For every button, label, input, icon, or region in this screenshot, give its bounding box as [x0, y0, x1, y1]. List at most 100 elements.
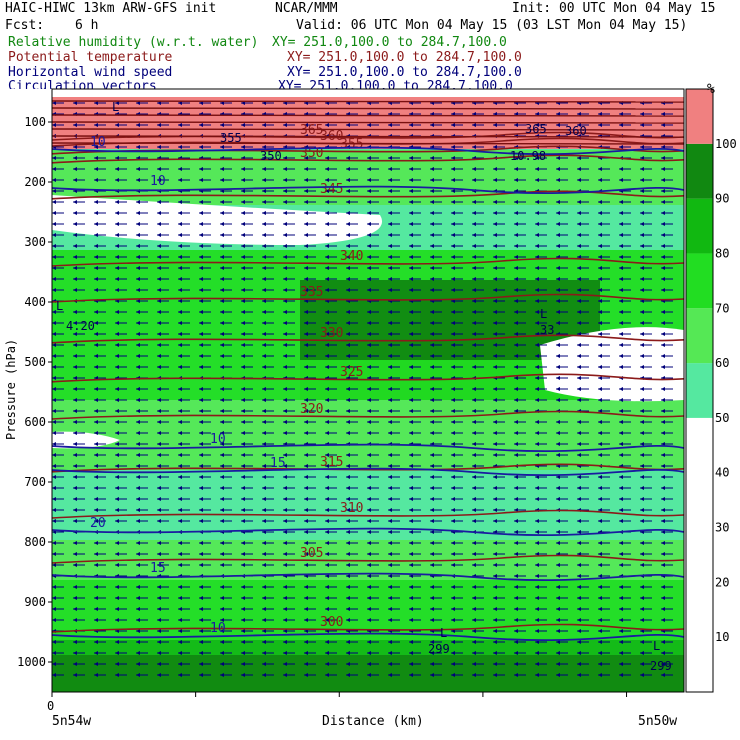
vector-arrow — [388, 497, 400, 501]
vector-arrow — [535, 475, 547, 479]
vector-arrow — [619, 255, 631, 259]
vector-arrow — [640, 508, 652, 512]
vector-arrow — [325, 618, 337, 622]
vector-arrow — [325, 189, 337, 193]
vector-head — [472, 552, 476, 556]
vector-arrow — [514, 365, 526, 369]
vector-arrow — [661, 409, 673, 413]
theta-dense-line — [51, 121, 685, 124]
vector-arrow — [220, 343, 232, 347]
wind-contour: 20 — [51, 516, 685, 536]
vector-arrow — [178, 244, 190, 248]
humidity-field — [52, 89, 684, 692]
vector-head — [430, 310, 434, 314]
vector-head — [514, 178, 518, 182]
vector-arrow — [304, 321, 316, 325]
vector-head — [325, 365, 329, 369]
vector-head — [451, 365, 455, 369]
vector-arrow — [535, 431, 547, 435]
vector-head — [472, 244, 476, 248]
vector-arrow — [493, 387, 505, 391]
vector-arrow — [220, 266, 232, 270]
vector-arrow — [493, 475, 505, 479]
vector-arrow — [367, 354, 379, 358]
vector-arrow — [556, 475, 568, 479]
vector-head — [640, 563, 644, 567]
vector-head — [577, 552, 581, 556]
vector-head — [556, 420, 560, 424]
vector-head — [661, 365, 665, 369]
vector-head — [661, 431, 665, 435]
vector-arrow — [493, 497, 505, 501]
vector-arrow — [661, 442, 673, 446]
vector-arrow — [220, 211, 232, 215]
vector-head — [136, 222, 140, 226]
vector-arrow — [346, 563, 358, 567]
vector-arrow — [514, 376, 526, 380]
vector-arrow — [304, 596, 316, 600]
vector-head — [451, 486, 455, 490]
vector-head — [514, 266, 518, 270]
vector-head — [283, 541, 287, 545]
wind-line — [51, 632, 685, 641]
vector-arrow — [157, 354, 169, 358]
vector-arrow — [661, 277, 673, 281]
vector-head — [262, 464, 266, 468]
vector-arrow — [388, 508, 400, 512]
vector-head — [94, 365, 98, 369]
vector-head — [136, 519, 140, 523]
vector-arrow — [577, 574, 589, 578]
vector-head — [94, 431, 98, 435]
vector-head — [514, 123, 518, 127]
vector-arrow — [262, 299, 274, 303]
vector-head — [283, 530, 287, 534]
vector-arrow — [262, 640, 274, 644]
vector-head — [451, 552, 455, 556]
vector-arrow — [115, 673, 127, 677]
vector-arrow — [220, 420, 232, 424]
vector-arrow — [325, 310, 337, 314]
vector-head — [535, 299, 539, 303]
vector-head — [493, 123, 497, 127]
vector-arrow — [241, 607, 253, 611]
vector-arrow — [577, 211, 589, 215]
vector-head — [388, 189, 392, 193]
vector-arrow — [640, 651, 652, 655]
vector-arrow — [472, 398, 484, 402]
vector-arrow — [451, 321, 463, 325]
vector-arrow — [451, 431, 463, 435]
vector-arrow — [598, 607, 610, 611]
vector-arrow — [472, 596, 484, 600]
vector-head — [430, 618, 434, 622]
vector-head — [472, 607, 476, 611]
vector-head — [535, 277, 539, 281]
vector-arrow — [178, 607, 190, 611]
vector-arrow — [388, 651, 400, 655]
vector-arrow — [283, 508, 295, 512]
vector-arrow — [514, 618, 526, 622]
vector-arrow — [514, 563, 526, 567]
vector-arrow — [451, 662, 463, 666]
vector-head — [241, 618, 245, 622]
vector-arrow — [388, 244, 400, 248]
vector-arrow — [619, 365, 631, 369]
vector-head — [472, 398, 476, 402]
vector-head — [493, 233, 497, 237]
vector-head — [367, 354, 371, 358]
vector-arrow — [115, 343, 127, 347]
vector-head — [262, 255, 266, 259]
vector-head — [619, 420, 623, 424]
vector-arrow — [73, 343, 85, 347]
vector-head — [52, 255, 56, 259]
vector-arrow — [451, 497, 463, 501]
vector-arrow — [262, 541, 274, 545]
vector-arrow — [430, 607, 442, 611]
vector-arrow — [199, 255, 211, 259]
vector-head — [430, 464, 434, 468]
vector-head — [556, 321, 560, 325]
vector-head — [304, 607, 308, 611]
vector-arrow — [262, 332, 274, 336]
vector-head — [262, 651, 266, 655]
vector-head — [220, 222, 224, 226]
vector-head — [304, 497, 308, 501]
